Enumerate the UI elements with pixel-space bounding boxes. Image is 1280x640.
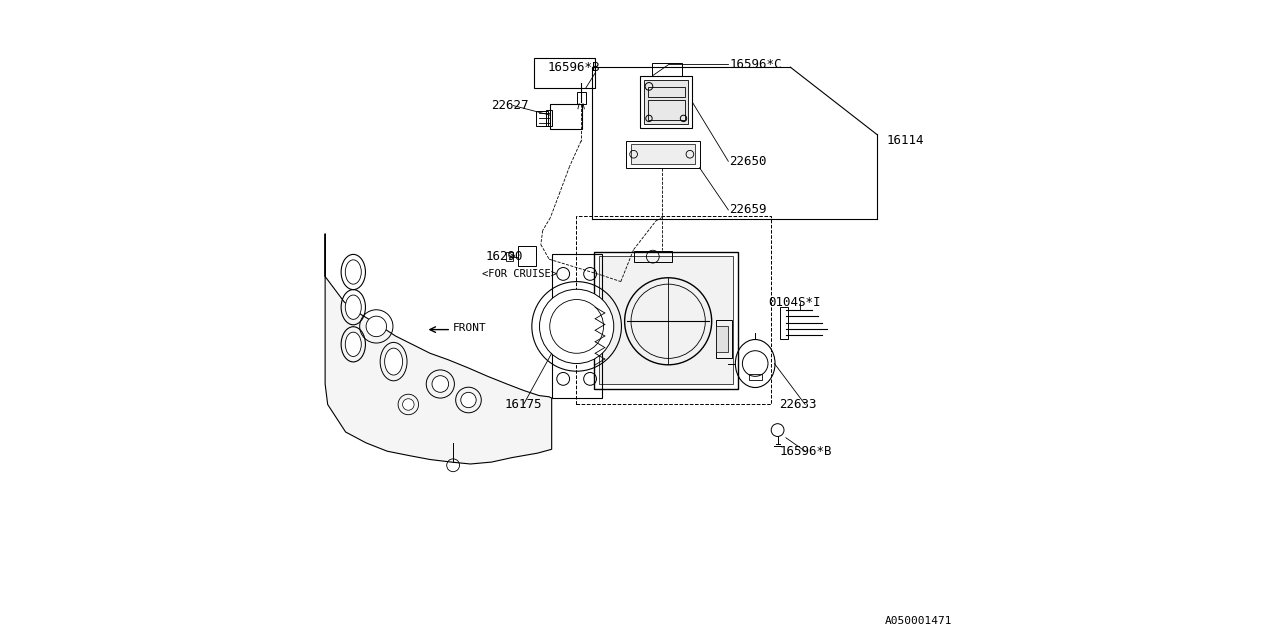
Bar: [648, 100, 685, 120]
Text: 16114: 16114: [886, 134, 924, 147]
Bar: [648, 87, 685, 97]
Ellipse shape: [346, 295, 361, 319]
Bar: [577, 92, 586, 104]
Bar: [535, 58, 595, 88]
Bar: [536, 111, 548, 126]
Text: A050001471: A050001471: [884, 616, 952, 626]
Bar: [518, 246, 536, 266]
Ellipse shape: [346, 332, 361, 356]
Bar: [550, 104, 582, 129]
Text: 16596*B: 16596*B: [548, 61, 600, 74]
Text: <FOR CRUISE>: <FOR CRUISE>: [483, 269, 557, 279]
Bar: [716, 326, 728, 352]
Text: 16596*C: 16596*C: [730, 58, 782, 70]
Text: 22659: 22659: [730, 204, 767, 216]
Circle shape: [402, 399, 415, 410]
Text: 16596*B: 16596*B: [780, 445, 832, 458]
Bar: [594, 252, 739, 389]
Text: 22633: 22633: [780, 398, 817, 411]
Text: 22650: 22650: [730, 155, 767, 168]
Bar: [652, 63, 682, 76]
Bar: [506, 252, 513, 261]
Circle shape: [540, 289, 614, 364]
Bar: [645, 80, 689, 124]
Circle shape: [366, 316, 387, 337]
Text: FRONT: FRONT: [453, 323, 486, 333]
Bar: [640, 76, 692, 128]
Polygon shape: [325, 234, 552, 464]
Ellipse shape: [346, 260, 361, 284]
Bar: [599, 256, 733, 384]
Bar: [545, 110, 553, 126]
Circle shape: [461, 392, 476, 408]
Text: 16175: 16175: [504, 398, 541, 411]
Text: 22627: 22627: [492, 99, 529, 112]
Bar: [631, 144, 695, 164]
Text: 0104S*I: 0104S*I: [768, 296, 820, 308]
Bar: [552, 254, 602, 398]
Bar: [749, 374, 762, 380]
Bar: [626, 141, 699, 168]
Bar: [716, 320, 732, 358]
Text: 16290: 16290: [485, 250, 522, 262]
Circle shape: [433, 376, 449, 392]
Bar: [780, 307, 788, 339]
Bar: [634, 251, 672, 262]
Bar: [576, 216, 771, 404]
Ellipse shape: [385, 348, 402, 375]
